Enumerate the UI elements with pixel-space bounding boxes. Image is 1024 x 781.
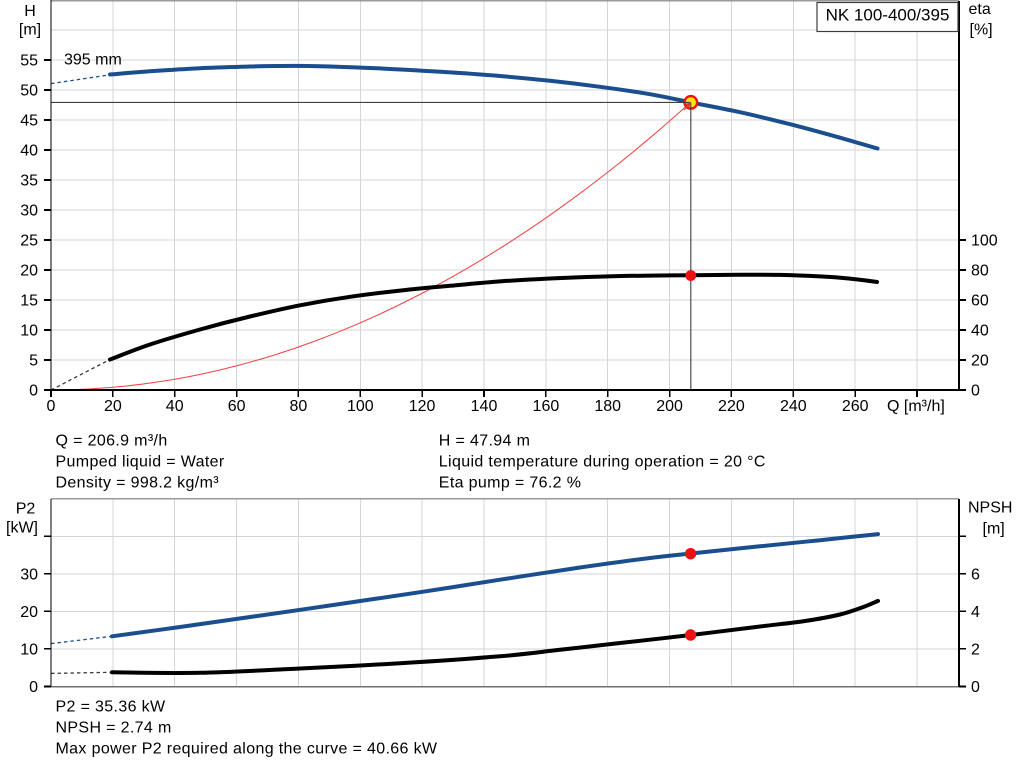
svg-text:20: 20 bbox=[20, 263, 38, 280]
svg-text:[kW]: [kW] bbox=[6, 520, 38, 537]
svg-text:35: 35 bbox=[20, 173, 38, 190]
svg-text:0: 0 bbox=[29, 383, 38, 400]
svg-text:5: 5 bbox=[29, 353, 38, 370]
svg-text:220: 220 bbox=[718, 398, 745, 415]
svg-text:100: 100 bbox=[971, 233, 998, 250]
svg-text:0: 0 bbox=[971, 383, 980, 400]
svg-text:Max power P2 required along th: Max power P2 required along the curve = … bbox=[56, 741, 438, 758]
svg-text:Q [m³/h]: Q [m³/h] bbox=[887, 398, 945, 415]
svg-text:0: 0 bbox=[971, 679, 980, 696]
svg-text:[m]: [m] bbox=[19, 22, 41, 39]
svg-text:20: 20 bbox=[20, 604, 38, 621]
svg-text:395 mm: 395 mm bbox=[64, 52, 122, 69]
svg-text:[%]: [%] bbox=[970, 22, 993, 39]
svg-text:45: 45 bbox=[20, 113, 38, 130]
svg-text:30: 30 bbox=[20, 203, 38, 220]
svg-text:60: 60 bbox=[971, 293, 989, 310]
svg-text:120: 120 bbox=[409, 398, 436, 415]
svg-text:40: 40 bbox=[20, 143, 38, 160]
svg-text:60: 60 bbox=[228, 398, 246, 415]
svg-text:0: 0 bbox=[29, 679, 38, 696]
svg-text:180: 180 bbox=[594, 398, 621, 415]
svg-text:30: 30 bbox=[20, 566, 38, 583]
svg-text:80: 80 bbox=[971, 263, 989, 280]
svg-text:P2 = 35.36 kW: P2 = 35.36 kW bbox=[56, 699, 166, 716]
svg-text:NK 100-400/395: NK 100-400/395 bbox=[826, 6, 950, 25]
svg-text:200: 200 bbox=[656, 398, 683, 415]
svg-text:140: 140 bbox=[471, 398, 498, 415]
svg-text:6: 6 bbox=[971, 566, 980, 583]
svg-text:260: 260 bbox=[842, 398, 869, 415]
svg-text:Eta pump = 76.2 %: Eta pump = 76.2 % bbox=[439, 475, 581, 492]
svg-text:eta: eta bbox=[969, 1, 991, 18]
svg-text:Density = 998.2 kg/m³: Density = 998.2 kg/m³ bbox=[56, 475, 220, 492]
svg-text:10: 10 bbox=[20, 641, 38, 658]
svg-text:Liquid temperature during oper: Liquid temperature during operation = 20… bbox=[439, 454, 766, 471]
svg-text:20: 20 bbox=[971, 353, 989, 370]
svg-text:240: 240 bbox=[780, 398, 807, 415]
svg-text:H = 47.94 m: H = 47.94 m bbox=[439, 433, 530, 450]
svg-text:20: 20 bbox=[104, 398, 122, 415]
svg-text:Q = 206.9 m³/h: Q = 206.9 m³/h bbox=[56, 433, 168, 450]
svg-text:100: 100 bbox=[347, 398, 374, 415]
svg-text:40: 40 bbox=[971, 323, 989, 340]
svg-text:55: 55 bbox=[20, 53, 38, 70]
svg-text:40: 40 bbox=[166, 398, 184, 415]
svg-text:15: 15 bbox=[20, 293, 38, 310]
svg-text:H: H bbox=[24, 3, 36, 20]
svg-text:160: 160 bbox=[533, 398, 560, 415]
svg-text:10: 10 bbox=[20, 323, 38, 340]
svg-text:0: 0 bbox=[47, 398, 56, 415]
svg-text:80: 80 bbox=[290, 398, 308, 415]
svg-text:NPSH: NPSH bbox=[968, 500, 1012, 517]
svg-text:NPSH = 2.74 m: NPSH = 2.74 m bbox=[56, 720, 172, 737]
svg-text:4: 4 bbox=[971, 604, 980, 621]
svg-text:P2: P2 bbox=[16, 501, 36, 518]
svg-text:25: 25 bbox=[20, 233, 38, 250]
svg-text:50: 50 bbox=[20, 83, 38, 100]
svg-text:[m]: [m] bbox=[983, 521, 1005, 538]
svg-text:Pumped liquid = Water: Pumped liquid = Water bbox=[56, 454, 225, 471]
svg-text:2: 2 bbox=[971, 641, 980, 658]
